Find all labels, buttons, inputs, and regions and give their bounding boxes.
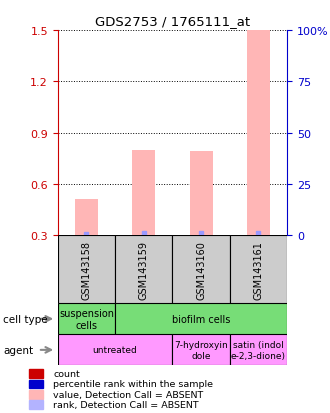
Bar [230,235,287,304]
Bar [29,369,43,378]
Bar [29,401,43,409]
Bar [29,380,43,388]
Bar [115,304,287,335]
Text: GSM143159: GSM143159 [139,240,149,299]
Bar [58,335,172,366]
Text: cell type: cell type [3,314,48,324]
Bar [29,390,43,399]
Text: value, Detection Call = ABSENT: value, Detection Call = ABSENT [53,390,204,399]
Text: suspension
cells: suspension cells [59,308,114,330]
Bar [75,199,98,235]
Bar [132,150,155,235]
Text: 7-hydroxyin
dole: 7-hydroxyin dole [174,340,228,360]
Bar [58,304,115,335]
Bar [58,235,115,304]
Bar [190,152,213,235]
Text: untreated: untreated [93,346,138,354]
Text: biofilm cells: biofilm cells [172,314,230,324]
Bar [247,31,270,235]
Text: satin (indol
e-2,3-dione): satin (indol e-2,3-dione) [231,340,286,360]
Bar [230,335,287,366]
Text: GSM143161: GSM143161 [253,240,263,299]
Title: GDS2753 / 1765111_at: GDS2753 / 1765111_at [95,15,250,28]
Bar [172,335,230,366]
Text: percentile rank within the sample: percentile rank within the sample [53,380,213,389]
Text: agent: agent [3,345,33,355]
Text: GSM143160: GSM143160 [196,240,206,299]
Text: GSM143158: GSM143158 [82,240,91,299]
Bar [172,235,230,304]
Text: count: count [53,369,80,378]
Text: rank, Detection Call = ABSENT: rank, Detection Call = ABSENT [53,400,199,409]
Bar [115,235,172,304]
